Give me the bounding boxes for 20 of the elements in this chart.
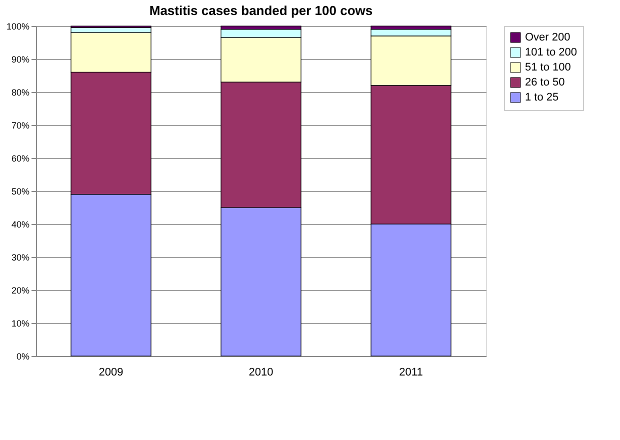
y-tick-label: 100% — [6, 22, 30, 32]
y-tick-label: 60% — [11, 154, 30, 164]
y-tick-label: 10% — [11, 318, 30, 328]
y-tick-label: 20% — [11, 286, 30, 296]
legend-label: 51 to 100 — [525, 62, 571, 74]
y-tick-label: 40% — [11, 220, 30, 230]
x-tick-label: 2009 — [98, 366, 124, 378]
legend-label: 1 to 25 — [525, 92, 559, 104]
legend-label: 101 to 200 — [525, 46, 577, 58]
y-tick-label: 70% — [11, 120, 30, 130]
y-tick-label: 0% — [16, 352, 30, 362]
y-tick-label: 80% — [11, 88, 30, 98]
legend-label: Over 200 — [525, 32, 570, 44]
chart-title: Mastitis cases banded per 100 cows — [149, 3, 373, 18]
x-tick-label: 2011 — [399, 366, 423, 378]
y-tick-label: 30% — [11, 252, 30, 262]
y-tick-label: 50% — [11, 186, 30, 196]
x-tick-label: 2010 — [248, 366, 274, 378]
legend-label: 26 to 50 — [525, 76, 565, 88]
y-tick-label: 90% — [11, 54, 30, 64]
